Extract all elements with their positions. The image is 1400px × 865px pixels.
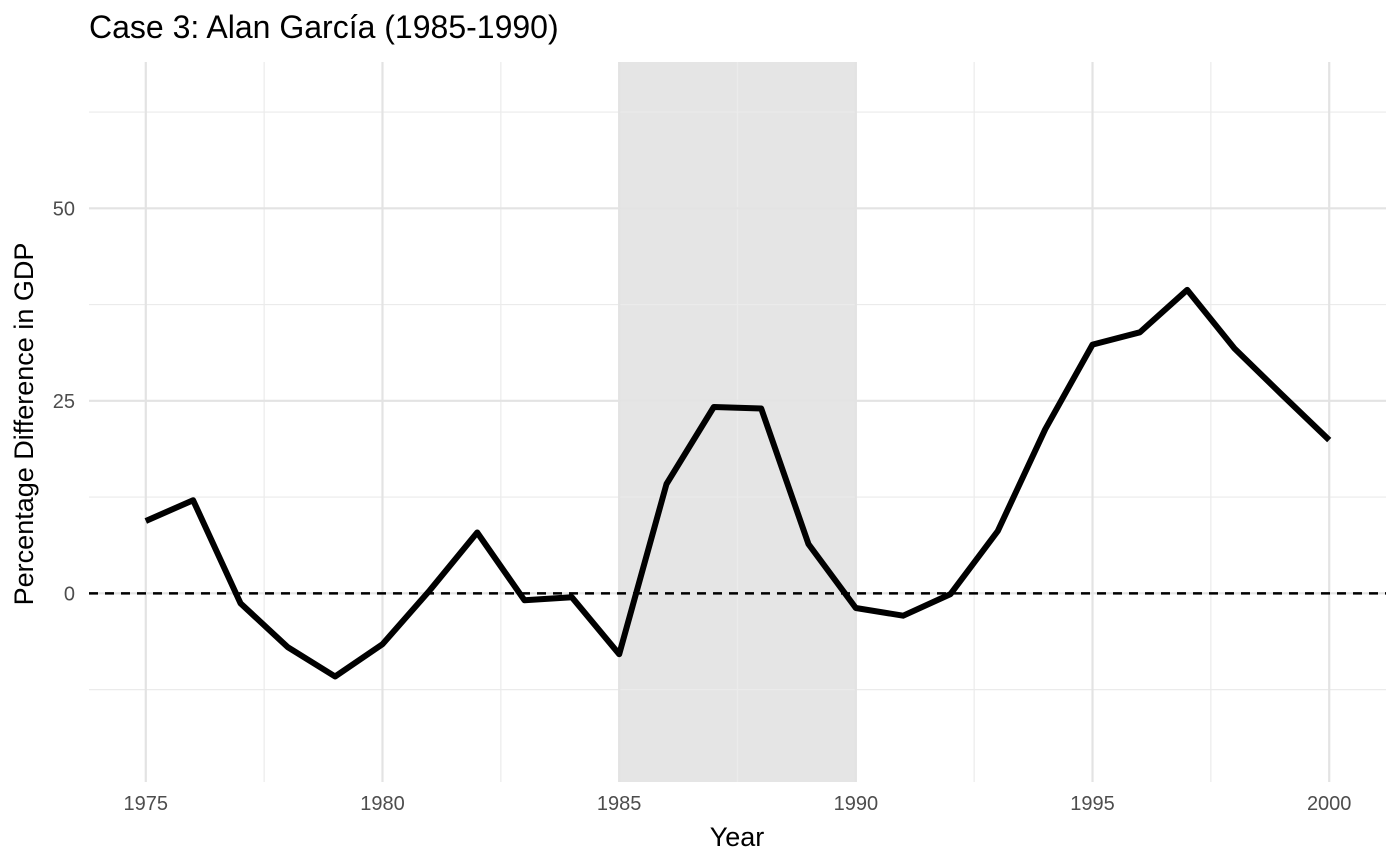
x-tick-labels: 1975 1980 1985 1990 1995 2000	[124, 793, 1352, 815]
y-axis-title: Percentage Difference in GDP	[9, 243, 39, 606]
y-tick-label: 25	[53, 391, 75, 413]
x-tick-label: 1990	[834, 793, 879, 815]
x-axis-title: Year	[710, 822, 765, 852]
grid-layer	[89, 62, 1386, 782]
chart-title: Case 3: Alan García (1985-1990)	[89, 9, 559, 45]
series-layer	[144, 286, 1332, 680]
y-tick-label: 50	[53, 198, 75, 220]
y-tick-labels: 0 25 50	[53, 198, 75, 605]
y-tick-label: 0	[64, 583, 75, 605]
x-tick-label: 1995	[1070, 793, 1115, 815]
series-line	[144, 286, 1332, 680]
x-tick-label: 1980	[360, 793, 405, 815]
x-tick-label: 1985	[597, 793, 642, 815]
x-tick-label: 1975	[124, 793, 169, 815]
x-tick-label: 2000	[1307, 793, 1352, 815]
